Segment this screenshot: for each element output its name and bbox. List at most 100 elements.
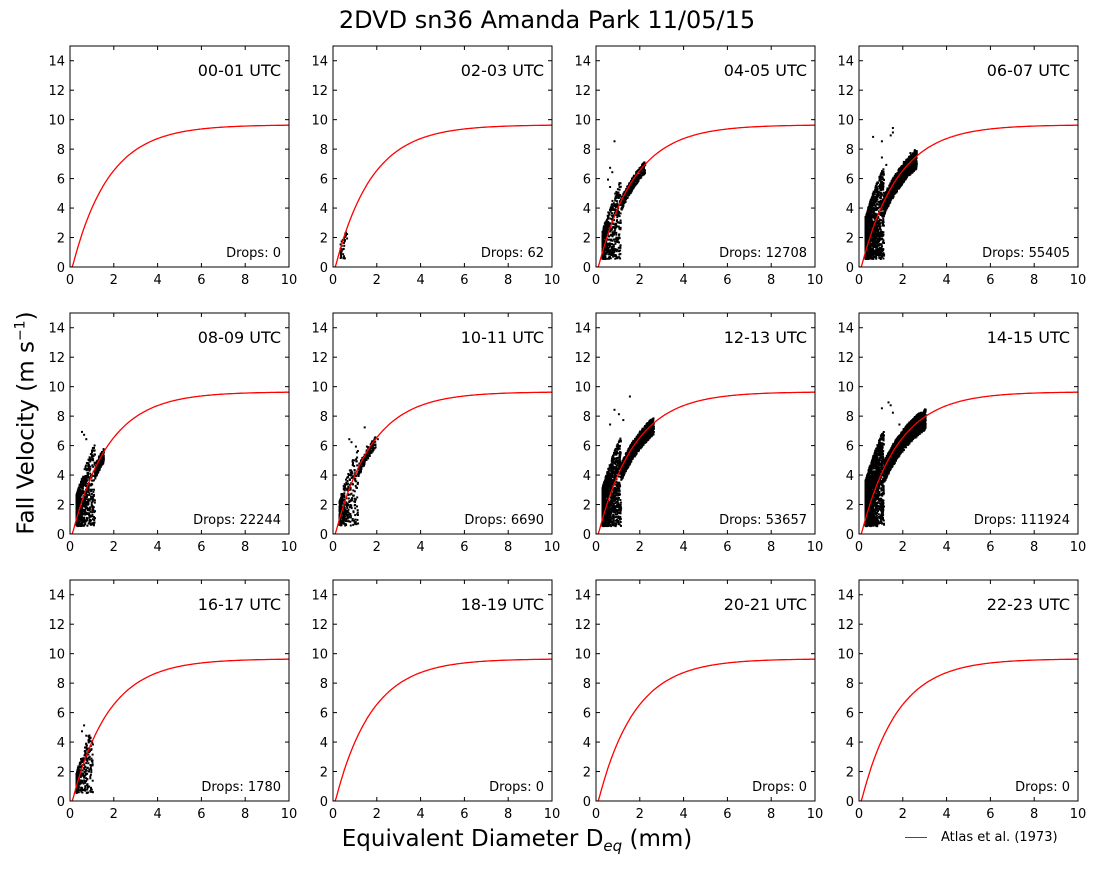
data-point — [880, 195, 883, 198]
legend: Atlas et al. (1973) — [905, 830, 1058, 845]
data-point — [898, 187, 901, 190]
data-point — [608, 253, 611, 255]
y-tick-label: 6 — [57, 173, 65, 188]
x-tick-label: 6 — [197, 273, 205, 288]
data-point — [908, 167, 911, 170]
data-point — [868, 230, 871, 233]
data-point — [76, 506, 79, 509]
data-point — [609, 242, 612, 245]
data-point — [872, 202, 875, 205]
data-point — [869, 218, 872, 221]
data-point — [615, 233, 618, 236]
data-point — [871, 208, 874, 211]
data-point — [604, 221, 607, 224]
x-axis-label-subscript: eq — [603, 837, 623, 855]
data-point — [903, 179, 906, 182]
data-point — [901, 181, 904, 184]
data-point — [616, 214, 619, 217]
data-point — [634, 179, 637, 182]
data-point — [76, 504, 79, 507]
data-point — [881, 220, 884, 223]
data-point — [875, 197, 877, 200]
x-tick-label: 8 — [767, 273, 775, 288]
data-point — [878, 223, 881, 226]
data-point — [898, 168, 901, 170]
y-tick-label: 6 — [57, 440, 65, 455]
data-point — [338, 513, 341, 516]
data-point — [356, 509, 359, 512]
data-point — [342, 522, 345, 525]
data-point — [619, 249, 622, 252]
data-point — [99, 459, 102, 462]
data-point — [911, 161, 914, 164]
data-point — [84, 475, 87, 478]
data-point — [632, 180, 635, 182]
data-point — [871, 242, 874, 245]
data-point — [873, 229, 876, 232]
data-point — [898, 185, 901, 188]
reference-curve-line — [596, 124, 815, 267]
data-point — [93, 501, 96, 504]
data-point — [879, 258, 882, 260]
data-point — [617, 204, 620, 207]
data-point — [876, 191, 879, 193]
data-point — [866, 226, 869, 229]
data-point — [880, 214, 883, 216]
data-point — [881, 222, 884, 225]
data-point — [339, 253, 342, 256]
data-point — [356, 518, 359, 521]
data-point — [370, 441, 373, 444]
data-point — [618, 250, 620, 253]
data-point — [97, 470, 100, 473]
data-point — [611, 239, 614, 242]
data-point — [81, 506, 83, 509]
data-point — [95, 467, 98, 470]
data-point — [890, 196, 893, 199]
data-point — [603, 239, 606, 242]
data-point — [83, 509, 86, 511]
data-point — [614, 192, 617, 195]
data-point — [94, 477, 97, 480]
data-point — [79, 486, 82, 488]
data-point — [342, 518, 345, 520]
data-point — [605, 218, 608, 221]
x-tick-label: 2 — [899, 273, 907, 288]
legend-line-swatch — [905, 837, 927, 838]
data-point — [357, 470, 360, 473]
data-point — [604, 245, 606, 248]
data-point — [865, 239, 868, 242]
data-point — [891, 187, 894, 190]
data-point — [91, 523, 93, 526]
data-point — [90, 504, 93, 507]
data-point — [354, 514, 357, 517]
data-point — [86, 468, 89, 470]
data-point — [601, 257, 604, 260]
data-point — [102, 457, 105, 460]
data-point — [882, 240, 885, 243]
data-point — [78, 484, 81, 487]
data-point — [883, 198, 886, 201]
data-point — [883, 195, 886, 198]
data-point — [915, 160, 917, 163]
data-point — [93, 461, 96, 464]
data-point — [876, 187, 879, 190]
axes-frame — [858, 45, 1079, 268]
data-point — [604, 252, 607, 255]
data-point — [341, 248, 344, 251]
data-point — [617, 238, 620, 241]
data-point — [83, 482, 86, 485]
data-point — [909, 165, 912, 168]
data-point — [864, 231, 867, 234]
data-point — [877, 244, 880, 247]
data-point — [625, 188, 628, 191]
data-point — [78, 498, 81, 501]
data-point — [363, 462, 366, 465]
data-point — [879, 232, 882, 235]
data-point — [86, 498, 88, 501]
data-point — [366, 455, 369, 458]
y-tick-label: 14 — [48, 55, 65, 70]
data-point — [884, 191, 887, 194]
data-point — [93, 516, 95, 518]
data-point — [898, 169, 901, 172]
data-point — [882, 188, 885, 191]
